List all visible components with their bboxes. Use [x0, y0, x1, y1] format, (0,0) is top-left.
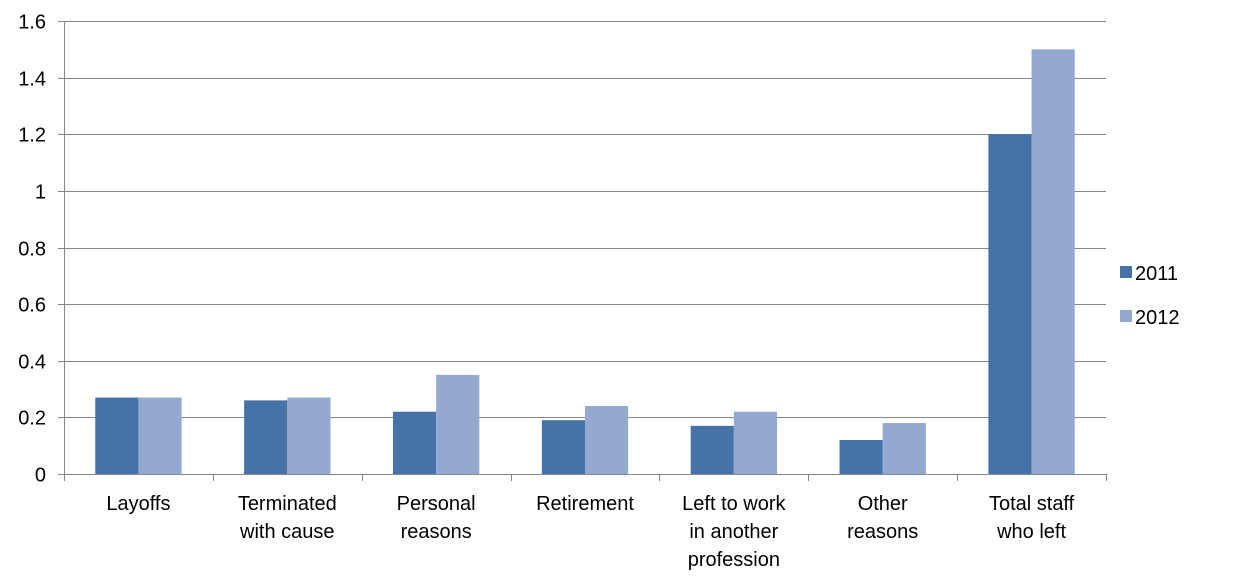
y-tick-label: 0.4	[18, 352, 46, 374]
y-axis-tick-labels: 0 0.2 0.4 0.6 0.8 1 1.2 1.4 1.6	[18, 12, 46, 487]
bar-2012-2	[436, 374, 480, 474]
legend: 2011 2012	[1120, 263, 1180, 329]
bar-2012-0	[138, 397, 182, 474]
x-tick-label: Left to work	[682, 493, 786, 515]
x-tick-label: with cause	[239, 521, 335, 543]
bar-2012-6	[1031, 49, 1075, 474]
bar-2012-3	[585, 406, 629, 474]
legend-swatch-2012	[1120, 310, 1132, 322]
x-tick-label: profession	[688, 549, 780, 571]
x-tick-label: Terminated	[238, 493, 337, 515]
x-tick-label: reasons	[401, 521, 472, 543]
y-tick-label: 1	[35, 182, 46, 204]
legend-swatch-2011	[1120, 266, 1132, 278]
y-tick-label: 0	[35, 465, 46, 487]
axes	[58, 21, 1107, 481]
y-tick-label: 1.6	[18, 12, 46, 34]
y-tick-label: 0.2	[18, 408, 46, 430]
y-tick-label: 0.8	[18, 239, 46, 261]
x-tick-label: Retirement	[536, 493, 634, 515]
x-tick-label: Personal	[397, 493, 476, 515]
x-tick-label: reasons	[847, 521, 918, 543]
bar-2012-1	[287, 397, 331, 474]
bar-2011-1	[244, 400, 288, 474]
bar-2011-4	[690, 425, 734, 474]
bar-2012-4	[733, 411, 778, 474]
x-tick-label: Total staff	[989, 493, 1075, 515]
legend-label-2011: 2011	[1135, 263, 1178, 285]
x-axis-tick-labels: Layoffs Terminated with cause Personal reaso…	[106, 493, 1074, 571]
x-tick-label: who left	[996, 521, 1066, 543]
bar-2011-5	[839, 440, 883, 474]
bar-2011-2	[392, 411, 437, 474]
bars	[95, 49, 1075, 474]
y-tick-label: 1.2	[18, 125, 46, 147]
legend-label-2012: 2012	[1135, 307, 1180, 329]
x-tick-label: Layoffs	[106, 493, 170, 515]
gridlines	[58, 21, 1106, 418]
x-tick-label: Other	[858, 493, 908, 515]
x-tick-label: in another	[689, 521, 778, 543]
y-tick-label: 1.4	[18, 69, 46, 91]
bar-2011-0	[95, 397, 139, 474]
bar-2011-3	[541, 420, 585, 474]
bar-2011-6	[988, 134, 1032, 474]
bar-2012-5	[882, 423, 926, 474]
y-tick-label: 0.6	[18, 295, 46, 317]
